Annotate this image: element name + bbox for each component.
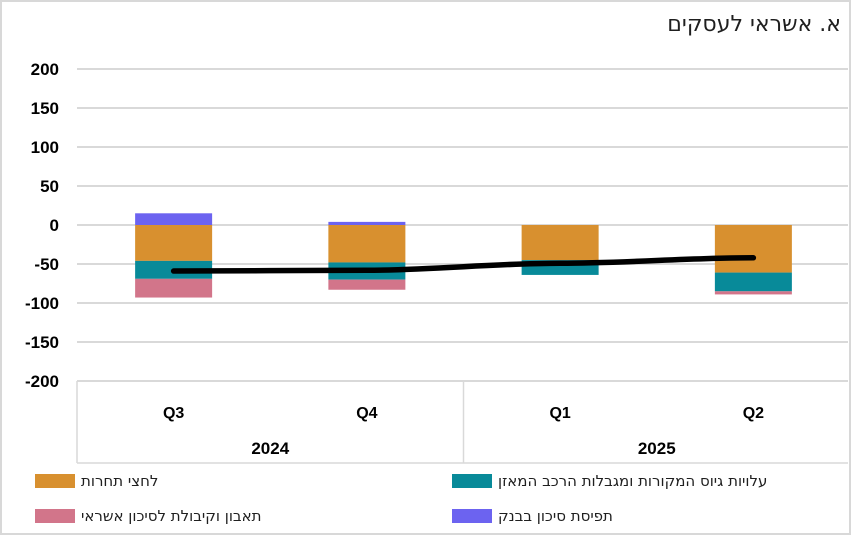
bar-segment: [714, 291, 792, 295]
category-label: Q4: [356, 405, 377, 422]
y-tick-label: 0: [50, 216, 59, 235]
bar-segment: [328, 279, 406, 290]
chart-title: א. אשראי לעסקים: [667, 12, 841, 37]
bar-segment: [135, 213, 213, 225]
bar-segment: [135, 225, 213, 261]
legend-item-risk-appetite: תאבון וקיבולת לסיכון אשראי: [35, 507, 261, 525]
legend-swatch-competition: [35, 474, 75, 488]
bar-segment: [714, 272, 792, 292]
y-tick-label: 200: [31, 60, 59, 79]
y-tick-label: -50: [34, 255, 59, 274]
bar-segment: [521, 225, 599, 261]
legend-swatch-funding-costs: [452, 474, 492, 488]
y-tick-label: 100: [31, 138, 59, 157]
bar-segment: [135, 278, 213, 298]
bar-segment: [328, 225, 406, 263]
bar-segment: [714, 225, 792, 273]
y-tick-label: -150: [25, 333, 59, 352]
legend-item-competition: לחצי תחרות: [35, 472, 158, 490]
legend-label-bank-risk-perception: תפיסת סיכון בבנק: [498, 507, 613, 525]
legend-item-funding-costs: עלויות גיוס המקורות ומגבלות הרכב המאזן: [452, 472, 767, 490]
legend-label-risk-appetite: תאבון וקיבולת לסיכון אשראי: [81, 507, 262, 525]
y-tick-label: 50: [40, 177, 59, 196]
year-label: 2025: [638, 439, 676, 458]
legend-swatch-risk-appetite: [35, 509, 75, 523]
legend-item-bank-risk-perception: תפיסת סיכון בבנק: [452, 507, 613, 525]
year-label: 2024: [251, 439, 289, 458]
y-tick-label: -100: [25, 294, 59, 313]
y-tick-label: -200: [25, 372, 59, 391]
total-trend-line: [170, 255, 757, 274]
legend-swatch-bank-risk-perception: [452, 509, 492, 523]
category-label: Q2: [743, 405, 764, 422]
legend-label-funding-costs: עלויות גיוס המקורות ומגבלות הרכב המאזן: [498, 472, 768, 490]
category-label: Q3: [163, 405, 184, 422]
bar-segment: [328, 221, 406, 225]
legend-label-competition: לחצי תחרות: [81, 472, 159, 490]
y-tick-label: 150: [31, 99, 59, 118]
category-label: Q1: [549, 405, 570, 422]
